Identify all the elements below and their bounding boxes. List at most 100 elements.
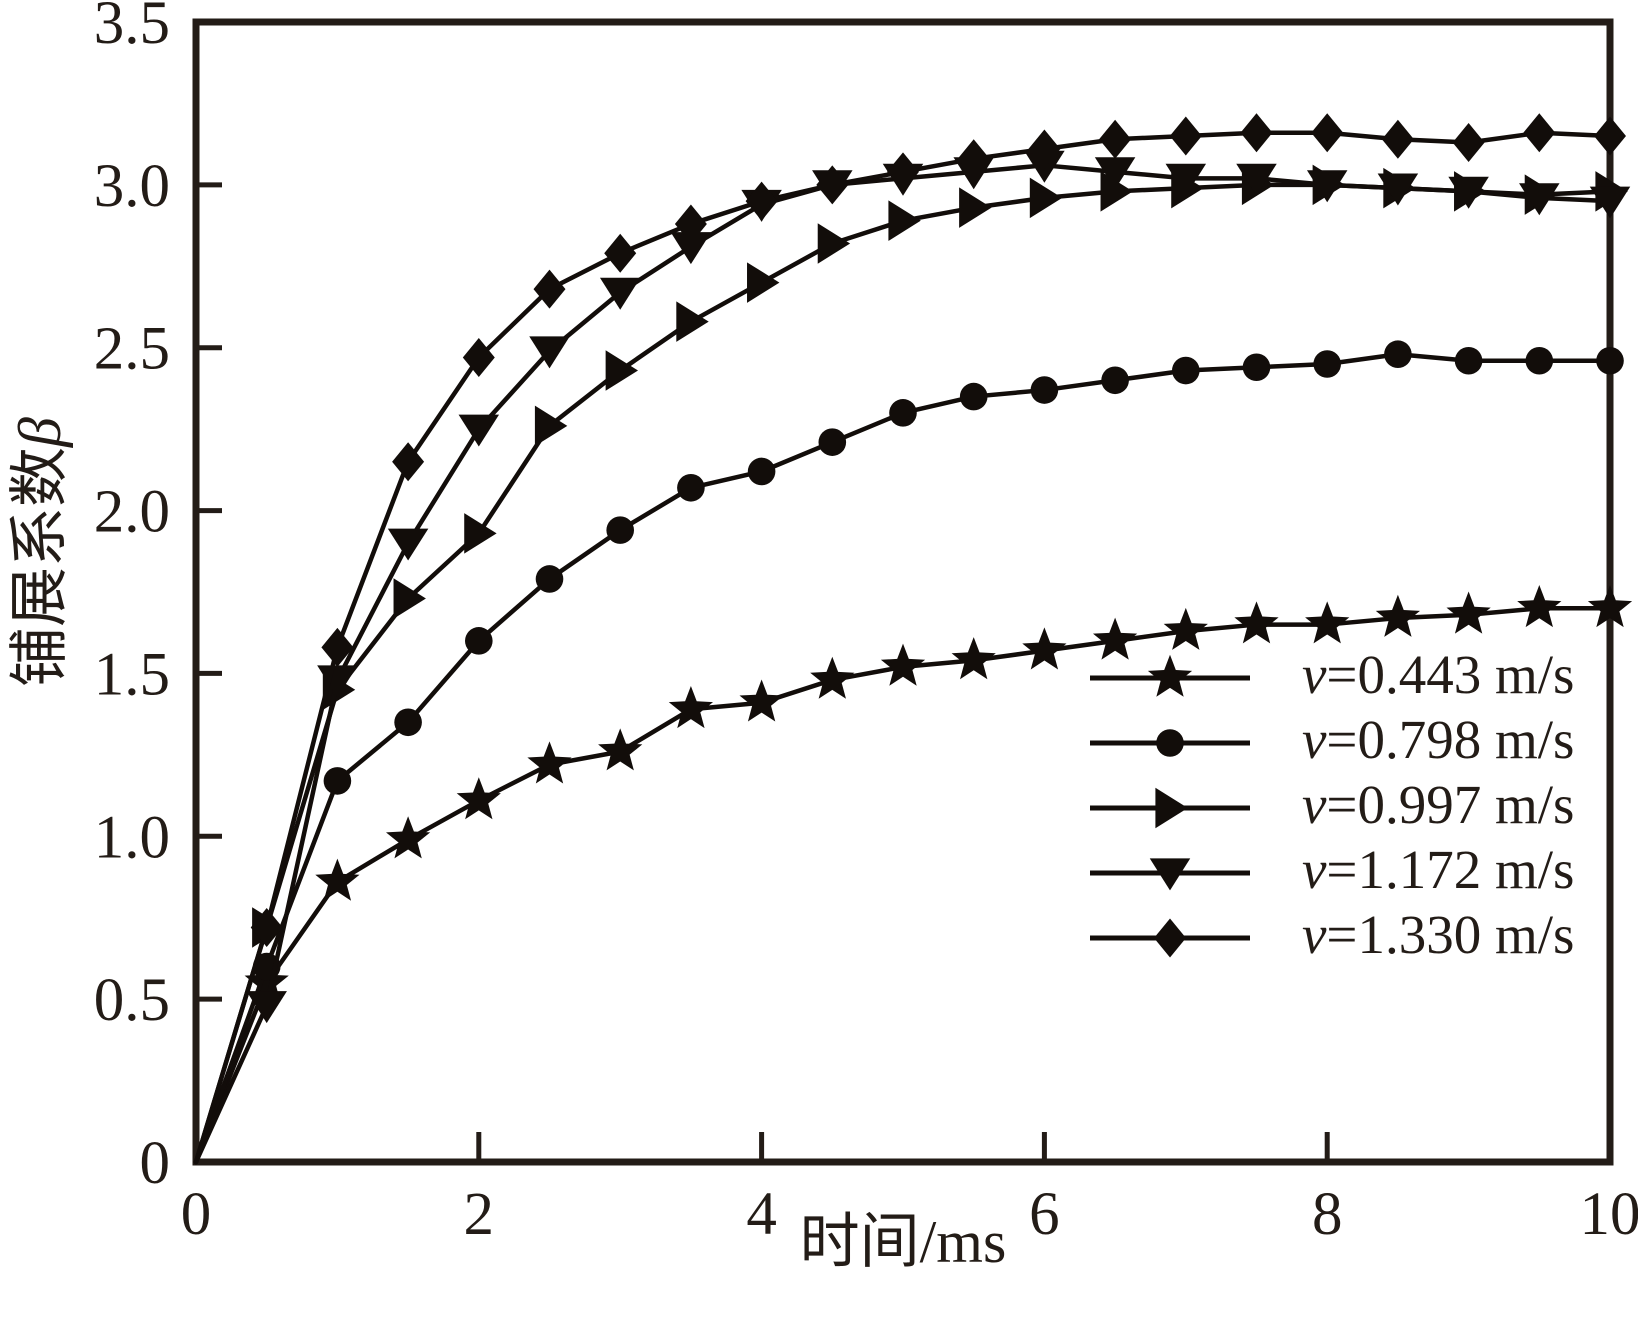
down-triangle-marker — [387, 528, 429, 561]
circle-marker — [1525, 346, 1554, 375]
star-marker — [244, 959, 289, 1002]
diamond-marker — [1452, 123, 1485, 163]
circle-marker — [818, 428, 847, 456]
legend-value: =1.172 m/s — [1326, 839, 1574, 900]
y-tick-label: 0 — [140, 1130, 171, 1197]
diamond-marker — [462, 337, 495, 377]
chart-axis-titles: 时间/ms 铺展系数β — [7, 417, 1006, 1275]
y-tick-label: 3.0 — [94, 153, 170, 220]
down-triangle-marker — [529, 336, 570, 369]
y-axis-title: 铺展系数β — [7, 417, 73, 687]
legend-symbol: v — [1302, 709, 1327, 770]
down-triangle-marker — [1236, 163, 1277, 196]
legend-item-2[interactable]: v=0.997 m/s — [1090, 774, 1574, 835]
x-tick-label: 0 — [181, 1181, 212, 1248]
down-triangle-marker — [1149, 858, 1191, 891]
circle-marker — [1172, 356, 1200, 385]
y-tick-label: 1.0 — [94, 804, 170, 871]
star-marker — [1587, 585, 1633, 628]
right-triangle-marker — [676, 301, 709, 342]
circle-marker — [1030, 376, 1059, 404]
star-marker — [1092, 617, 1138, 660]
diamond-marker — [1311, 113, 1344, 153]
circle-marker — [1454, 346, 1483, 375]
star-marker — [1163, 607, 1208, 650]
circle-marker — [1156, 729, 1184, 757]
right-triangle-marker — [959, 187, 992, 228]
axis-frame — [192, 18, 1614, 1166]
legend-item-3[interactable]: v=1.172 m/s — [1090, 839, 1574, 900]
down-triangle-marker — [1094, 157, 1136, 190]
legend-value: =0.798 m/s — [1326, 709, 1574, 770]
series-4 — [193, 113, 1626, 1165]
circle-marker — [394, 708, 422, 737]
down-triangle-marker — [317, 665, 358, 698]
circle-marker — [747, 457, 776, 486]
diamond-marker — [321, 627, 354, 667]
diamond-marker — [745, 181, 778, 221]
circle-marker — [1596, 346, 1624, 375]
diamond-marker — [816, 165, 849, 205]
circle-marker — [959, 382, 988, 411]
diamond-marker — [1028, 129, 1061, 169]
right-triangle-marker — [534, 405, 568, 447]
circle-marker — [465, 627, 493, 655]
right-triangle-marker — [888, 200, 921, 241]
right-triangle-marker — [1029, 177, 1063, 219]
legend-item-label: v=0.798 m/s — [1302, 709, 1574, 770]
chart-axes — [192, 18, 1614, 1166]
circle-marker — [1101, 366, 1129, 395]
legend-value: =0.997 m/s — [1326, 774, 1574, 835]
down-triangle-marker — [1448, 176, 1489, 209]
y-tick-label: 3.5 — [94, 0, 170, 57]
circle-marker — [1384, 340, 1412, 369]
y-axis-title-symbol: β — [7, 417, 73, 448]
y-tick-label: 1.5 — [94, 641, 170, 708]
x-axis-title: 时间/ms — [800, 1209, 1007, 1275]
y-tick-label: 2.0 — [94, 479, 170, 546]
chart-legend[interactable]: v=0.443 m/sv=0.798 m/sv=0.997 m/sv=1.172… — [1090, 644, 1574, 965]
series-1 — [193, 340, 1624, 1165]
star-marker — [739, 679, 784, 722]
right-triangle-marker — [1100, 171, 1133, 212]
legend-item-0[interactable]: v=0.443 m/s — [1090, 644, 1574, 705]
star-marker — [1234, 601, 1279, 644]
legend-symbol: v — [1302, 774, 1327, 835]
legend-item-4[interactable]: v=1.330 m/s — [1090, 904, 1574, 965]
down-triangle-marker — [246, 991, 287, 1024]
chart-tick-labels: 0 2 4 6 8 10 0 0.5 1.0 1.5 2.0 2.5 3.0 3.5 — [94, 0, 1638, 1248]
diamond-marker — [957, 139, 990, 179]
star-marker — [951, 637, 996, 680]
diamond-marker — [1154, 918, 1186, 958]
chart-series — [193, 113, 1633, 1165]
star-marker — [880, 643, 926, 686]
star-marker — [1517, 585, 1562, 628]
legend-symbol: v — [1302, 644, 1327, 705]
y-tick-label: 2.5 — [94, 316, 170, 383]
down-triangle-marker — [1306, 170, 1348, 203]
right-triangle-marker — [393, 578, 426, 619]
circle-marker — [535, 565, 564, 593]
diamond-marker — [392, 442, 425, 482]
down-triangle-marker — [1519, 183, 1560, 216]
right-triangle-marker — [605, 350, 639, 391]
star-marker — [668, 686, 714, 729]
diamond-marker — [604, 233, 637, 273]
star-marker — [456, 777, 501, 820]
legend-symbol: v — [1302, 904, 1327, 965]
diamond-marker — [250, 907, 283, 947]
x-tick-label: 8 — [1312, 1181, 1343, 1248]
diamond-marker — [1594, 116, 1626, 156]
diamond-marker — [887, 152, 919, 192]
down-triangle-marker — [1377, 173, 1419, 206]
circle-marker — [606, 516, 634, 544]
star-marker — [1305, 601, 1350, 644]
star-marker — [810, 656, 855, 699]
legend-item-1[interactable]: v=0.798 m/s — [1090, 709, 1574, 770]
circle-marker — [889, 399, 917, 427]
x-tick-label: 2 — [464, 1181, 495, 1248]
star-marker — [385, 816, 431, 859]
